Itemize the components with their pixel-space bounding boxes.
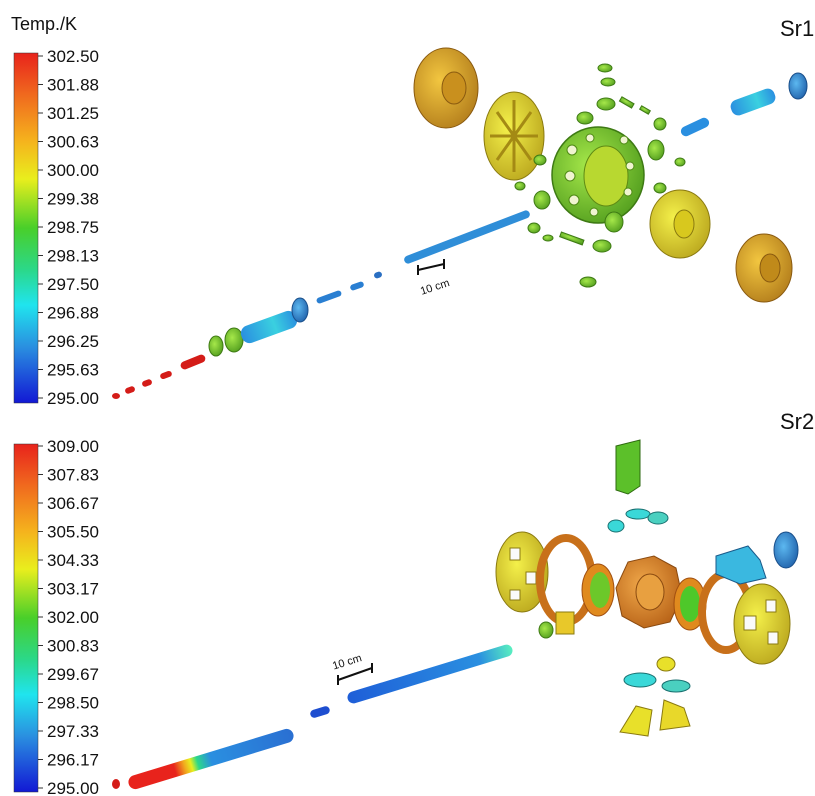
sr2-end-cap xyxy=(112,779,120,789)
sr2-cage-holes xyxy=(509,547,537,601)
sr1-ring xyxy=(224,327,244,353)
sr2-bracket xyxy=(615,439,641,495)
sr1-ring xyxy=(208,335,224,357)
sr1-scale-bar: 10 cm xyxy=(417,259,451,298)
sr2-ring xyxy=(656,656,676,672)
sr2-assembly: 10 cm xyxy=(112,439,799,790)
colorbar-tick-label: 298.50 xyxy=(47,694,99,713)
sr2-small-segment xyxy=(310,706,330,718)
colorbar-sr2 xyxy=(13,443,39,793)
sr1-assembly: 10 cm xyxy=(112,47,808,399)
sr2-long-rod xyxy=(128,728,294,790)
sr2-blue-bracket xyxy=(715,545,767,585)
colorbar-tick-label: 297.50 xyxy=(47,275,99,294)
sr1-scale-label: 10 cm xyxy=(419,277,451,298)
sr1-cylinder xyxy=(240,310,298,344)
colorbar-tick-label: 303.17 xyxy=(47,580,99,599)
sr2-blue-disc xyxy=(773,531,799,569)
colorbar-tick-label: 301.88 xyxy=(47,76,99,95)
sr1-blue-tube xyxy=(730,88,776,116)
sr1-cage-bore xyxy=(583,145,629,207)
sr2-scale-label: 10 cm xyxy=(331,652,363,672)
sr2-ring xyxy=(607,519,625,533)
colorbar-tick-label: 300.63 xyxy=(47,133,99,152)
legend-title: Temp./K xyxy=(11,14,77,34)
colorbar-tick-label: 295.63 xyxy=(47,361,99,380)
colorbar-tick-label: 295.00 xyxy=(47,779,99,796)
sr2-ring xyxy=(647,511,669,525)
colorbar-sr1-ticks: 302.50 301.88 301.25 300.63 300.00 299.38 298.… xyxy=(38,47,99,408)
sr2-disc-center xyxy=(680,586,700,622)
colorbar-tick-label: 296.25 xyxy=(47,332,99,351)
colorbar-tick-label: 302.50 xyxy=(47,47,99,66)
sr2-ring xyxy=(625,508,651,520)
colorbar-tick-label: 297.33 xyxy=(47,722,99,741)
sr2-wedge xyxy=(619,705,653,737)
colorbar-tick-label: 306.67 xyxy=(47,494,99,513)
colorbar-tick-label: 307.83 xyxy=(47,466,99,485)
sr1-flange-bore xyxy=(759,253,781,283)
sr1-blue-segment xyxy=(350,281,364,291)
sr1-disc xyxy=(291,297,309,323)
sr1-spokes xyxy=(490,100,538,172)
sr1-flange-bore xyxy=(673,209,695,239)
colorbar-tick-label: 300.00 xyxy=(47,161,99,180)
sr1-red-segments xyxy=(112,354,206,399)
panel-label-sr2: Sr2 xyxy=(780,409,814,434)
sr1-rod xyxy=(404,210,530,264)
sr2-rod xyxy=(347,644,513,704)
sr1-small-parts xyxy=(514,63,686,288)
colorbar-tick-label: 298.13 xyxy=(47,247,99,266)
colorbar-tick-label: 302.00 xyxy=(47,608,99,627)
sr2-ring xyxy=(623,672,657,688)
colorbar-tick-label: 298.75 xyxy=(47,218,99,237)
colorbar-tick-label: 299.67 xyxy=(47,665,99,684)
sr1-blue-tube xyxy=(680,117,710,137)
panel-label-sr1: Sr1 xyxy=(780,16,814,41)
colorbar-tick-label: 299.38 xyxy=(47,190,99,209)
sr2-ring xyxy=(661,679,691,693)
colorbar-tick-label: 305.50 xyxy=(47,523,99,542)
colorbar-tick-label: 296.88 xyxy=(47,304,99,323)
colorbar-tick-label: 304.33 xyxy=(47,551,99,570)
sr2-cage xyxy=(733,583,791,665)
sr1-cage-holes xyxy=(564,133,635,217)
colorbar-sr2-ticks: 309.00 307.83 306.67 305.50 304.33 303.17 302.… xyxy=(38,437,99,796)
sr2-cage-holes xyxy=(743,599,779,645)
sr2-wedge xyxy=(659,699,691,731)
sr2-block xyxy=(555,611,575,635)
sr1-blue-segment xyxy=(316,290,342,304)
colorbar-tick-label: 296.17 xyxy=(47,751,99,770)
sr2-ring xyxy=(538,621,554,639)
sr2-octagon-bore xyxy=(635,573,665,611)
colorbar-sr1 xyxy=(13,52,39,404)
sr1-blue-segment xyxy=(374,271,382,279)
sr2-disc-center xyxy=(590,572,610,608)
sr2-scale-bar: 10 cm xyxy=(331,652,373,685)
sr1-blue-disc xyxy=(788,72,808,100)
colorbar-tick-label: 295.00 xyxy=(47,389,99,408)
sr1-flange-bore xyxy=(441,71,467,105)
colorbar-tick-label: 300.83 xyxy=(47,637,99,656)
colorbar-tick-label: 309.00 xyxy=(47,437,99,456)
sr2-cage xyxy=(495,531,549,613)
colorbar-tick-label: 301.25 xyxy=(47,104,99,123)
